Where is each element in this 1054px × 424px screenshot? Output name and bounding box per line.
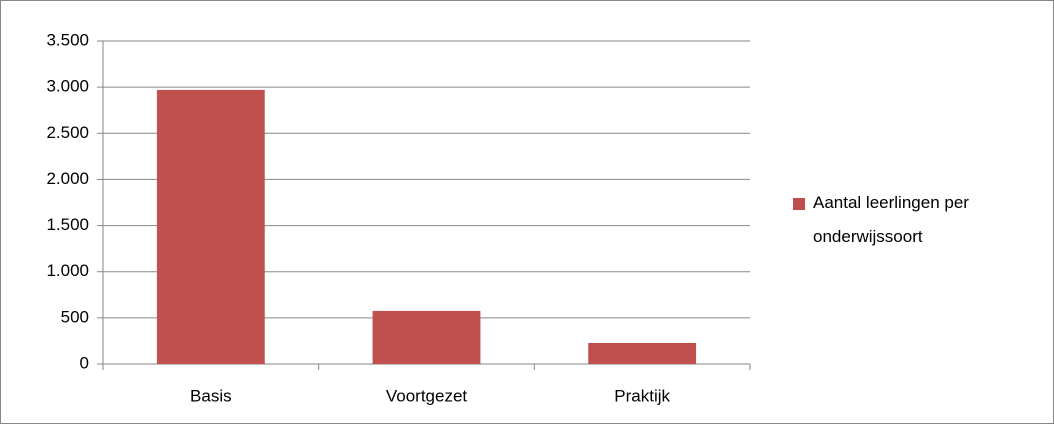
legend-label: Aantal leerlingen per onderwijssoort xyxy=(813,193,969,246)
y-tick-label: 3.500 xyxy=(46,30,89,49)
bar xyxy=(588,342,697,364)
y-tick-label: 1.000 xyxy=(46,261,89,280)
x-tick-label: Basis xyxy=(190,386,232,405)
y-tick-label: 2.500 xyxy=(46,123,89,142)
bar xyxy=(372,310,481,364)
y-tick-label: 3.000 xyxy=(46,77,89,96)
y-tick-label: 500 xyxy=(61,307,89,326)
x-tick-label: Voortgezet xyxy=(386,386,468,405)
x-tick-label: Praktijk xyxy=(614,386,670,405)
bar xyxy=(156,89,265,364)
legend: Aantal leerlingen per onderwijssoort xyxy=(793,190,1043,254)
y-tick-label: 0 xyxy=(80,353,89,372)
y-tick-label: 2.000 xyxy=(46,169,89,188)
y-tick-label: 1.500 xyxy=(46,215,89,234)
legend-swatch xyxy=(793,198,805,210)
